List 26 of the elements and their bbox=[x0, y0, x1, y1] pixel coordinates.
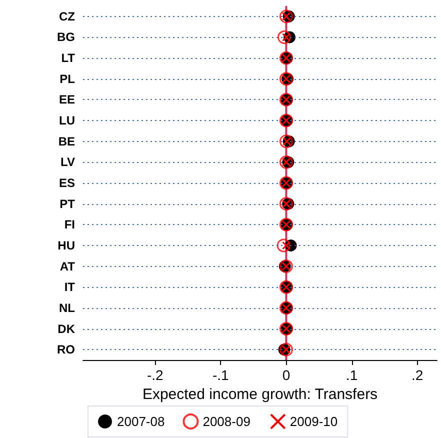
x-tick-label: .1 bbox=[346, 367, 358, 383]
x-tick-label: -.1 bbox=[212, 367, 230, 383]
y-tick-label: ES bbox=[58, 176, 75, 190]
y-tick-label: AT bbox=[60, 259, 76, 274]
legend-label: 2007-08 bbox=[117, 414, 165, 429]
y-tick-label: NL bbox=[59, 300, 75, 315]
y-tick-label: LV bbox=[60, 155, 75, 170]
x-axis-title: Expected income growth: Transfers bbox=[142, 386, 378, 403]
y-tick-label: FI bbox=[64, 218, 75, 232]
legend-label: 2009-10 bbox=[290, 414, 338, 429]
y-tick-label: CZ bbox=[59, 9, 75, 24]
x-tick-label: -.2 bbox=[146, 367, 164, 383]
y-tick-label: LU bbox=[59, 114, 75, 128]
y-tick-label: LT bbox=[61, 51, 76, 66]
y-tick-label: BE bbox=[58, 134, 75, 148]
y-tick-label: EE bbox=[58, 92, 75, 107]
x-tick-label: .2 bbox=[411, 367, 424, 383]
y-tick-label: BG bbox=[57, 30, 75, 44]
y-tick-label: IT bbox=[64, 280, 76, 294]
y-tick-label: HU bbox=[58, 238, 75, 252]
y-tick-label: RO bbox=[57, 342, 75, 357]
x-tick-label: 0 bbox=[282, 367, 290, 383]
y-tick-label: PT bbox=[60, 196, 76, 211]
y-tick-label: PL bbox=[60, 72, 75, 86]
legend-label: 2008-09 bbox=[202, 414, 250, 429]
y-tick-label: DK bbox=[58, 322, 76, 336]
